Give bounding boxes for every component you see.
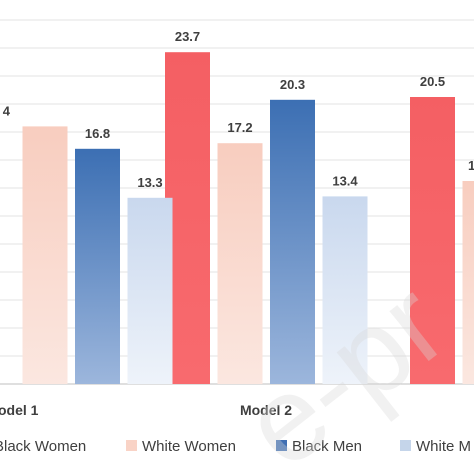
bar-white-men-model-1 <box>127 197 173 384</box>
category-label: Model 2 <box>240 402 292 418</box>
category-label: odel 1 <box>0 402 39 418</box>
data-labels-layer: 4 16.8 13.3 23.7 17.2 20.3 13.4 20.5 1 <box>3 29 474 190</box>
bar-black-men-model-2 <box>270 99 315 385</box>
bars-layer <box>22 52 474 385</box>
bar-white-women-model-3 <box>462 181 474 384</box>
legend-marker-white-men <box>400 440 411 451</box>
legend-label-black-women: Black Women <box>0 438 86 455</box>
data-label: 16.8 <box>85 126 110 141</box>
data-label: 1 <box>468 158 474 173</box>
legend-marker-black-men <box>276 440 287 451</box>
bar-white-women-model-1 <box>22 126 68 385</box>
data-label: 13.3 <box>137 175 162 190</box>
legend: Black Women White Women Black Men White M <box>0 438 471 455</box>
category-labels-layer: odel 1 Model 2 <box>0 402 292 418</box>
bar-black-men-model-1 <box>75 148 120 384</box>
legend-label-white-men: White M <box>416 438 471 455</box>
data-label: 23.7 <box>175 29 200 44</box>
data-label: 20.5 <box>420 74 445 89</box>
data-label: 13.4 <box>332 173 358 188</box>
bar-black-women-model-3 <box>410 97 455 384</box>
legend-marker-white-women <box>126 440 137 451</box>
bar-white-men-model-2 <box>322 196 368 384</box>
data-label: 20.3 <box>280 77 305 92</box>
bar-white-women-model-2 <box>217 143 263 384</box>
legend-label-black-men: Black Men <box>292 438 362 455</box>
data-label: 4 <box>3 103 11 118</box>
data-label: 17.2 <box>227 120 252 135</box>
legend-label-white-women: White Women <box>142 438 236 455</box>
